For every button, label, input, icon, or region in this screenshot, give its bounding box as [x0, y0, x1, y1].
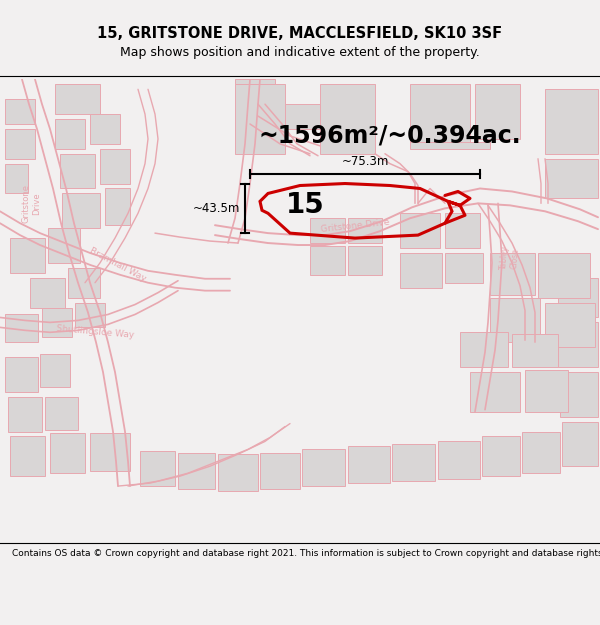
Polygon shape — [558, 278, 598, 318]
Polygon shape — [310, 218, 345, 243]
Polygon shape — [545, 159, 598, 198]
Text: Contains OS data © Crown copyright and database right 2021. This information is : Contains OS data © Crown copyright and d… — [12, 549, 600, 558]
Text: Bramhall Way: Bramhall Way — [88, 246, 148, 284]
Polygon shape — [512, 334, 558, 367]
Polygon shape — [470, 372, 520, 412]
Polygon shape — [538, 253, 590, 298]
Polygon shape — [445, 253, 483, 282]
Polygon shape — [260, 453, 300, 489]
Polygon shape — [55, 84, 100, 114]
Polygon shape — [40, 354, 70, 387]
Polygon shape — [320, 84, 375, 154]
Polygon shape — [30, 278, 65, 308]
Text: Shutlingsloe Way: Shutlingsloe Way — [56, 324, 134, 340]
Polygon shape — [60, 154, 95, 189]
Text: ~43.5m: ~43.5m — [193, 202, 240, 215]
Polygon shape — [560, 372, 598, 417]
Polygon shape — [545, 89, 598, 154]
Polygon shape — [42, 308, 72, 338]
Text: 15, GRITSTONE DRIVE, MACCLESFIELD, SK10 3SF: 15, GRITSTONE DRIVE, MACCLESFIELD, SK10 … — [97, 26, 503, 41]
Polygon shape — [5, 164, 28, 194]
Text: 15: 15 — [286, 191, 325, 219]
Polygon shape — [50, 434, 85, 473]
Polygon shape — [5, 357, 38, 392]
Text: ~75.3m: ~75.3m — [341, 154, 389, 168]
Polygon shape — [235, 79, 275, 84]
Polygon shape — [392, 444, 435, 481]
Polygon shape — [105, 189, 130, 225]
Polygon shape — [558, 322, 598, 367]
Polygon shape — [490, 253, 535, 294]
Polygon shape — [75, 302, 105, 328]
Text: Map shows position and indicative extent of the property.: Map shows position and indicative extent… — [120, 46, 480, 59]
Polygon shape — [410, 142, 490, 149]
Polygon shape — [348, 246, 382, 275]
Polygon shape — [10, 436, 45, 476]
Polygon shape — [460, 332, 508, 367]
Polygon shape — [445, 213, 480, 248]
Polygon shape — [490, 298, 540, 343]
Polygon shape — [55, 119, 85, 149]
Polygon shape — [310, 246, 345, 275]
Polygon shape — [525, 370, 568, 412]
Polygon shape — [48, 228, 80, 263]
Polygon shape — [218, 454, 258, 491]
Polygon shape — [522, 431, 560, 473]
Polygon shape — [482, 436, 520, 476]
Polygon shape — [10, 238, 45, 272]
Polygon shape — [5, 129, 35, 159]
Polygon shape — [140, 451, 175, 486]
Polygon shape — [410, 84, 470, 144]
Polygon shape — [178, 453, 215, 489]
Text: ~1596m²/~0.394ac.: ~1596m²/~0.394ac. — [259, 124, 521, 148]
Text: Gritstone
Drive: Gritstone Drive — [22, 184, 41, 223]
Polygon shape — [5, 314, 38, 342]
Polygon shape — [5, 99, 35, 124]
Polygon shape — [475, 84, 520, 139]
Polygon shape — [45, 397, 78, 429]
Polygon shape — [400, 213, 440, 248]
Polygon shape — [302, 449, 345, 486]
Polygon shape — [100, 149, 130, 184]
Polygon shape — [348, 218, 382, 243]
Polygon shape — [285, 104, 320, 129]
Polygon shape — [8, 397, 42, 431]
Polygon shape — [562, 422, 598, 466]
Polygon shape — [68, 268, 100, 298]
Polygon shape — [90, 114, 120, 144]
Polygon shape — [348, 446, 390, 483]
Polygon shape — [62, 194, 100, 228]
Polygon shape — [235, 84, 285, 154]
Polygon shape — [545, 302, 595, 348]
Polygon shape — [438, 441, 480, 479]
Polygon shape — [90, 434, 130, 471]
Text: Gritstone Drive: Gritstone Drive — [320, 218, 390, 234]
Text: Tabley
Close: Tabley Close — [499, 245, 521, 271]
Polygon shape — [400, 253, 442, 288]
